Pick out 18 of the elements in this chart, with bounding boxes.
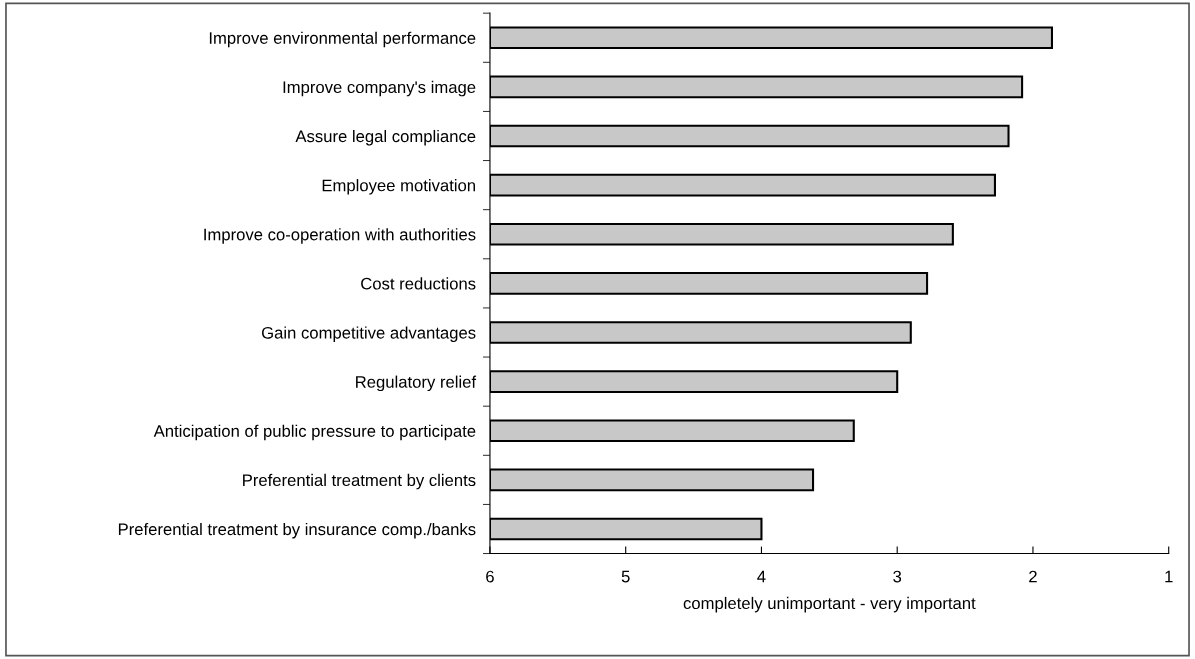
y-tick-label: Employee motivation bbox=[322, 179, 475, 195]
x-tick-label: 1 bbox=[1165, 570, 1173, 583]
x-tick-label: 2 bbox=[1029, 570, 1037, 583]
x-tick-label: 4 bbox=[757, 570, 766, 583]
y-tick-label: Regulatory relief bbox=[356, 375, 477, 392]
y-tick-label: Assure legal compliance bbox=[295, 129, 476, 146]
y-tick-label: Cost reductions bbox=[361, 277, 476, 290]
y-tick-label: Improve environmental performance bbox=[209, 31, 476, 48]
y-tick-label: Improve co-operation with authorities bbox=[204, 228, 476, 244]
y-tick-label: Preferential treatment by clients bbox=[243, 473, 476, 490]
y-tick-label: Preferential treatment by insurance comp./banks bbox=[118, 522, 476, 539]
x-tick-label: 6 bbox=[486, 570, 494, 583]
y-tick-label: Gain competitive advantages bbox=[261, 326, 476, 342]
x-axis-title: completely unimportant - very important bbox=[683, 596, 976, 613]
x-tick-label: 3 bbox=[893, 570, 902, 583]
x-tick-label: 5 bbox=[621, 570, 630, 583]
y-tick-label: Improve company's image bbox=[283, 80, 476, 97]
y-tick-label: Anticipation of public pressure to participate bbox=[153, 424, 476, 441]
